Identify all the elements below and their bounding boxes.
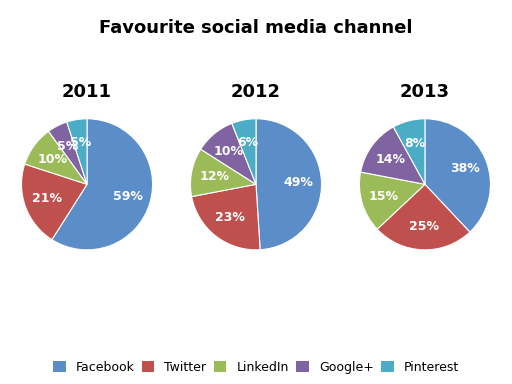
Wedge shape	[52, 119, 153, 250]
Wedge shape	[256, 119, 322, 250]
Wedge shape	[425, 119, 490, 232]
Wedge shape	[22, 164, 87, 240]
Wedge shape	[377, 184, 470, 250]
Wedge shape	[191, 184, 260, 250]
Text: 8%: 8%	[404, 137, 425, 149]
Text: 15%: 15%	[369, 190, 399, 203]
Legend: Facebook, Twitter, LinkedIn, Google+, Pinterest: Facebook, Twitter, LinkedIn, Google+, Pi…	[49, 357, 463, 378]
Wedge shape	[201, 123, 256, 184]
Wedge shape	[232, 119, 256, 184]
Text: 12%: 12%	[199, 170, 229, 183]
Text: 10%: 10%	[37, 153, 68, 166]
Text: Favourite social media channel: Favourite social media channel	[99, 19, 413, 37]
Text: 10%: 10%	[214, 145, 244, 158]
Text: 5%: 5%	[57, 140, 78, 153]
Wedge shape	[190, 149, 256, 197]
Title: 2013: 2013	[400, 83, 450, 101]
Title: 2011: 2011	[62, 83, 112, 101]
Text: 59%: 59%	[113, 190, 143, 203]
Text: 21%: 21%	[32, 192, 62, 205]
Text: 38%: 38%	[450, 162, 479, 175]
Wedge shape	[49, 122, 87, 184]
Wedge shape	[67, 119, 87, 184]
Text: 23%: 23%	[215, 212, 245, 225]
Title: 2012: 2012	[231, 83, 281, 101]
Wedge shape	[359, 172, 425, 229]
Text: 6%: 6%	[238, 136, 259, 149]
Wedge shape	[360, 127, 425, 184]
Wedge shape	[25, 131, 87, 184]
Wedge shape	[393, 119, 425, 184]
Text: 14%: 14%	[375, 153, 406, 166]
Text: 5%: 5%	[70, 136, 91, 149]
Text: 25%: 25%	[409, 220, 439, 233]
Text: 49%: 49%	[284, 177, 313, 189]
